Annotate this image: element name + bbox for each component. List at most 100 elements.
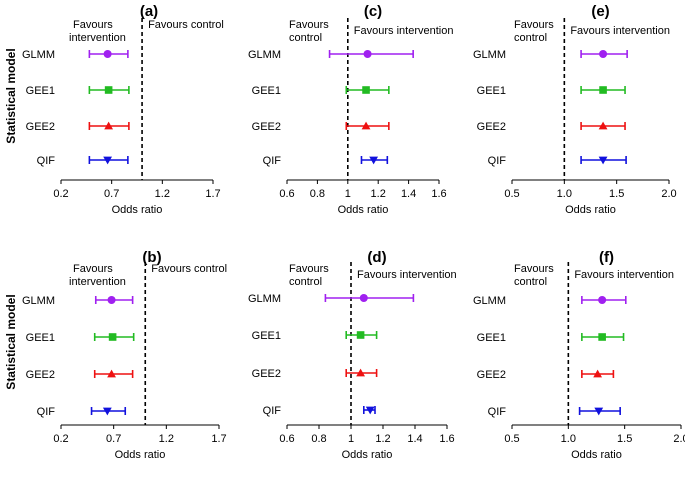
x-axis-label-e: Odds ratio — [565, 204, 616, 216]
x-tick-label-b-2: 1.2 — [159, 433, 174, 445]
x-tick-label-f-3: 2.0 — [673, 433, 685, 445]
x-tick-label-c-1: 0.8 — [310, 188, 325, 200]
x-axis-label-f: Odds ratio — [571, 449, 622, 461]
x-tick-label-d-1: 0.8 — [311, 433, 326, 445]
panel-title-e: (e) — [591, 3, 609, 20]
estimate-marker-d-gee1 — [356, 331, 365, 339]
x-tick-label-d-5: 1.6 — [439, 433, 454, 445]
model-label-c-qif: QIF — [263, 155, 282, 167]
estimate-marker-e-qif — [598, 156, 608, 165]
estimate-marker-d-qif — [365, 406, 375, 415]
model-label-f-gee1: GEE1 — [477, 332, 506, 344]
model-label-c-gee2: GEE2 — [252, 121, 281, 133]
x-tick-label-b-1: 0.7 — [106, 433, 121, 445]
favours-right-b: Favours control — [151, 263, 227, 275]
favours-left-line2-a: intervention — [69, 32, 126, 44]
model-label-e-gee2: GEE2 — [477, 121, 506, 133]
favours-left-line1-a: Favours — [73, 19, 113, 31]
model-label-f-gee2: GEE2 — [477, 369, 506, 381]
x-tick-label-c-4: 1.4 — [401, 188, 416, 200]
favours-right-f: Favours intervention — [574, 269, 674, 281]
model-label-e-qif: QIF — [488, 155, 507, 167]
favours-left-line2-e: control — [514, 32, 547, 44]
model-label-d-glmm: GLMM — [248, 293, 281, 305]
favours-right-d: Favours intervention — [357, 269, 457, 281]
estimate-marker-f-gee1 — [598, 333, 606, 341]
x-tick-label-c-3: 1.2 — [371, 188, 386, 200]
x-tick-label-c-0: 0.6 — [279, 188, 294, 200]
estimate-marker-d-gee2 — [356, 368, 365, 377]
estimate-marker-d-glmm — [359, 294, 368, 302]
x-tick-label-e-3: 2.0 — [661, 188, 676, 200]
model-label-b-gee2: GEE2 — [26, 369, 55, 381]
panel-title-f: (f) — [599, 249, 614, 266]
model-label-c-glmm: GLMM — [248, 49, 281, 61]
model-label-e-glmm: GLMM — [473, 49, 506, 61]
favours-left-line2-d: control — [289, 276, 322, 288]
estimate-marker-b-gee1 — [108, 333, 117, 341]
x-tick-label-f-0: 0.5 — [504, 433, 519, 445]
estimate-marker-f-qif — [594, 407, 604, 416]
x-axis-label-a: Odds ratio — [112, 204, 163, 216]
model-label-b-glmm: GLMM — [22, 295, 55, 307]
model-label-b-gee1: GEE1 — [26, 332, 55, 344]
estimate-marker-e-gee2 — [598, 121, 608, 130]
model-label-a-glmm: GLMM — [22, 49, 55, 61]
x-axis-label-b: Odds ratio — [115, 449, 166, 461]
model-label-d-gee2: GEE2 — [252, 368, 281, 380]
estimate-marker-f-glmm — [598, 296, 607, 304]
model-label-d-gee1: GEE1 — [252, 330, 281, 342]
estimate-marker-a-gee1 — [104, 86, 113, 94]
estimate-marker-a-gee2 — [104, 121, 114, 130]
y-axis-title-bottom: Statistical model — [4, 294, 18, 389]
model-label-a-gee1: GEE1 — [26, 85, 55, 97]
x-tick-label-d-3: 1.2 — [375, 433, 390, 445]
model-label-a-qif: QIF — [37, 155, 56, 167]
y-axis-title-top: Statistical model — [4, 48, 18, 143]
x-tick-label-a-0: 0.2 — [53, 188, 68, 200]
model-label-f-glmm: GLMM — [473, 295, 506, 307]
model-label-c-gee1: GEE1 — [252, 85, 281, 97]
x-tick-label-f-2: 1.5 — [617, 433, 632, 445]
x-tick-label-c-5: 1.6 — [431, 188, 446, 200]
x-tick-label-a-1: 0.7 — [104, 188, 119, 200]
panel-title-b: (b) — [142, 249, 161, 266]
favours-right-a: Favours control — [148, 19, 224, 31]
estimate-marker-e-gee1 — [599, 86, 607, 94]
estimate-marker-a-qif — [103, 156, 113, 165]
x-tick-label-c-2: 1 — [345, 188, 351, 200]
model-label-a-gee2: GEE2 — [26, 121, 55, 133]
model-label-f-qif: QIF — [488, 406, 507, 418]
x-tick-label-b-3: 1.7 — [211, 433, 226, 445]
estimate-marker-b-qif — [102, 407, 112, 416]
model-label-d-qif: QIF — [263, 405, 282, 417]
favours-left-line1-c: Favours — [289, 19, 329, 31]
favours-left-line2-f: control — [514, 276, 547, 288]
x-axis-label-d: Odds ratio — [342, 449, 393, 461]
estimate-marker-c-gee1 — [362, 86, 370, 94]
x-tick-label-e-1: 1.0 — [557, 188, 572, 200]
x-tick-label-d-0: 0.6 — [279, 433, 294, 445]
favours-left-line1-e: Favours — [514, 19, 554, 31]
favours-left-line1-f: Favours — [514, 263, 554, 275]
favours-right-c: Favours intervention — [354, 25, 454, 37]
favours-left-line2-b: intervention — [69, 276, 126, 288]
favours-left-line1-d: Favours — [289, 263, 329, 275]
panel-title-d: (d) — [367, 249, 386, 266]
model-label-e-gee1: GEE1 — [477, 85, 506, 97]
x-tick-label-e-0: 0.5 — [504, 188, 519, 200]
estimate-marker-f-gee2 — [593, 369, 603, 378]
x-axis-label-c: Odds ratio — [338, 204, 389, 216]
estimate-marker-c-gee2 — [361, 121, 371, 130]
favours-left-line1-b: Favours — [73, 263, 113, 275]
x-tick-label-e-2: 1.5 — [609, 188, 624, 200]
x-tick-label-d-2: 1 — [348, 433, 354, 445]
panel-title-c: (c) — [364, 3, 382, 20]
x-tick-label-d-4: 1.4 — [407, 433, 422, 445]
favours-right-e: Favours intervention — [570, 25, 670, 37]
estimate-marker-c-glmm — [363, 50, 372, 58]
panel-title-a: (a) — [140, 3, 158, 20]
x-tick-label-a-3: 1.7 — [205, 188, 220, 200]
